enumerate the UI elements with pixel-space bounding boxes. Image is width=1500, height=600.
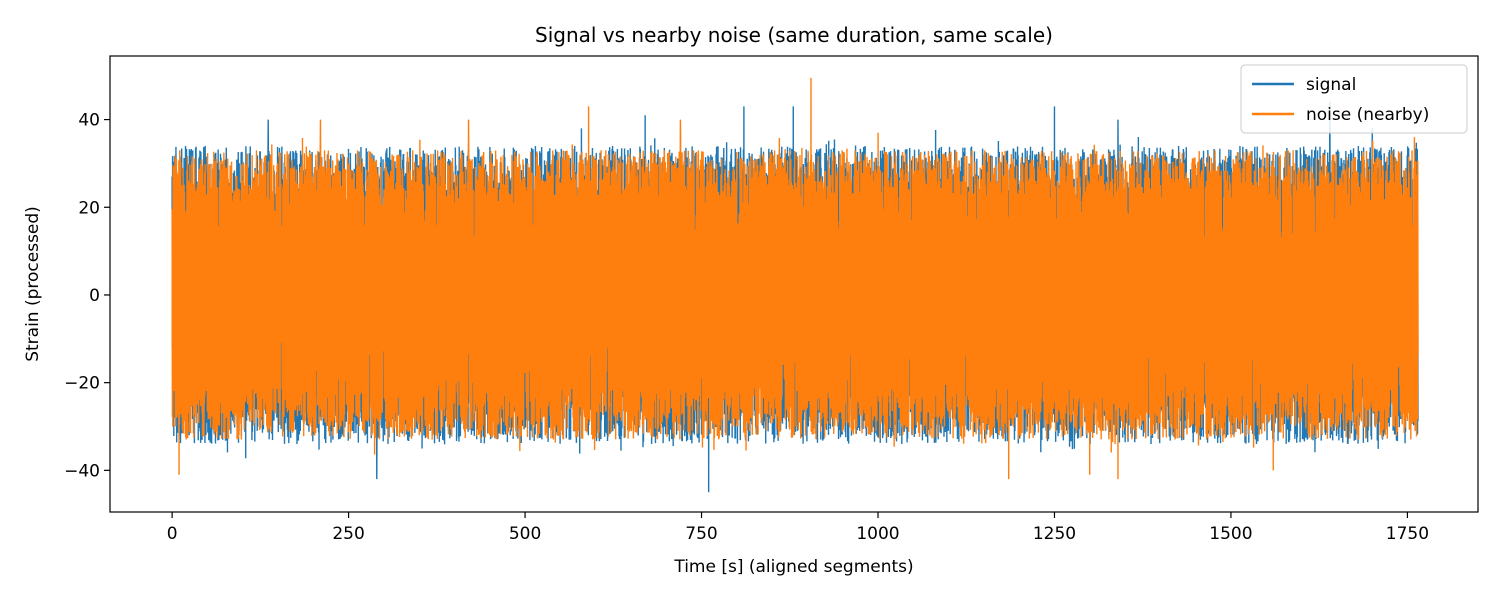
plot-area-frame: [109, 55, 1479, 513]
x-tick-label: 500: [509, 524, 541, 544]
y-axis-ticks: −40 −20 0 20 40: [64, 111, 110, 481]
series-layer: [171, 77, 1419, 493]
y-tick-label: 40: [78, 111, 100, 131]
y-tick-label: 20: [78, 198, 100, 218]
x-tick-label: 1500: [1209, 524, 1252, 544]
x-tick-label: 250: [332, 524, 364, 544]
legend: signal noise (nearby): [1240, 64, 1468, 134]
y-tick-label: −40: [64, 461, 100, 481]
x-axis-ticks: 0 250 500 750 1000 1250 1500 1750: [167, 512, 1429, 544]
x-tick-label: 1000: [856, 524, 899, 544]
x-tick-label: 750: [685, 524, 717, 544]
legend-box: [1240, 64, 1468, 134]
x-axis-label: Time [s] (aligned segments): [673, 557, 913, 577]
y-tick-label: −20: [64, 374, 100, 394]
series-line-noise: [171, 77, 1419, 480]
x-tick-label: 1250: [1033, 524, 1076, 544]
legend-label-noise: noise (nearby): [1306, 105, 1429, 125]
y-tick-label: 0: [89, 286, 100, 306]
x-tick-label: 0: [167, 524, 178, 544]
x-tick-label: 1750: [1386, 524, 1429, 544]
chart-title: Signal vs nearby noise (same duration, s…: [535, 23, 1053, 47]
legend-label-signal: signal: [1306, 75, 1356, 95]
y-axis-label: Strain (processed): [23, 206, 43, 362]
